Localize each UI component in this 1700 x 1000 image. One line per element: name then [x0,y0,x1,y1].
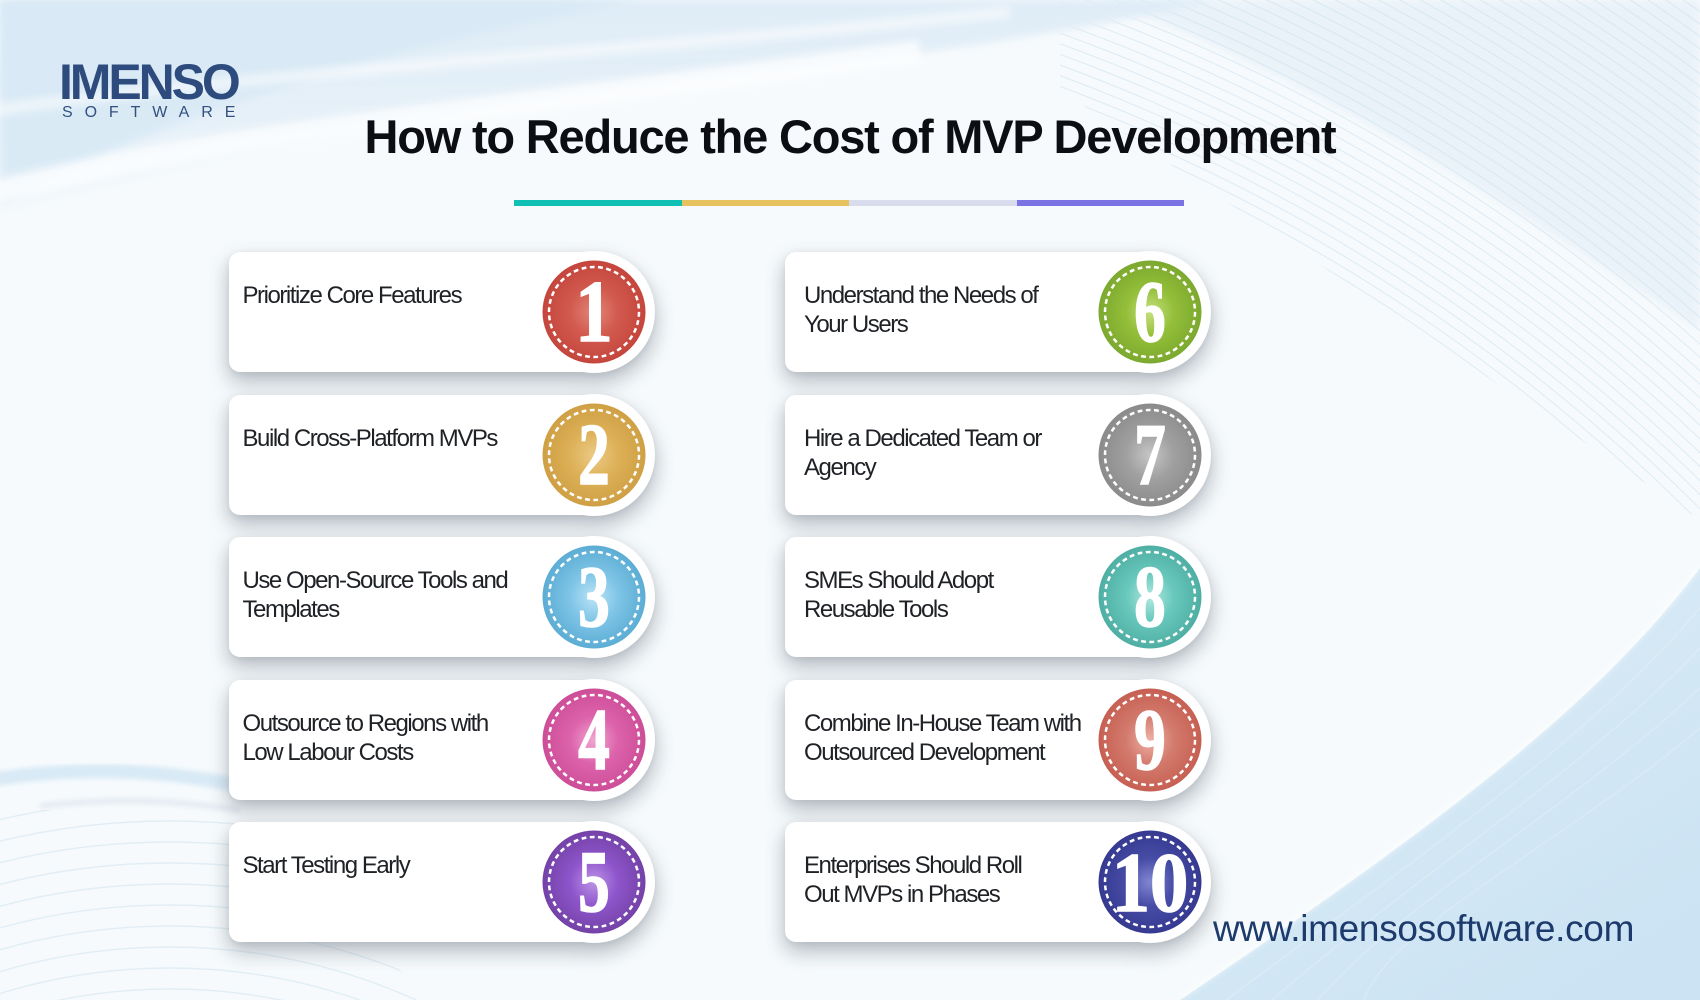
svg-text:1: 1 [575,262,612,360]
svg-text:2: 2 [578,405,610,503]
svg-text:7: 7 [1134,405,1166,503]
svg-text:3: 3 [578,548,610,646]
svg-text:4: 4 [578,690,610,788]
svg-text:8: 8 [1134,548,1166,646]
svg-text:5: 5 [578,833,610,931]
svg-text:10: 10 [1112,836,1188,930]
svg-text:6: 6 [1134,263,1166,361]
svg-text:9: 9 [1134,690,1166,788]
